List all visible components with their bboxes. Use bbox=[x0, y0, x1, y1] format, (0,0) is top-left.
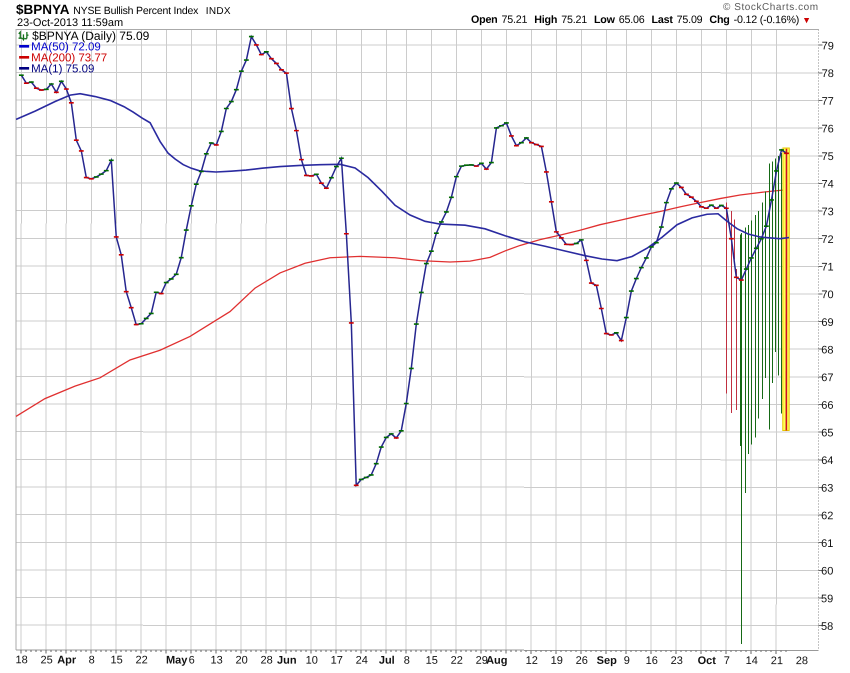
svg-text:71: 71 bbox=[821, 262, 833, 274]
svg-text:21: 21 bbox=[771, 655, 783, 667]
svg-text:74: 74 bbox=[821, 179, 833, 191]
svg-text:25: 25 bbox=[41, 654, 53, 666]
svg-text:23: 23 bbox=[671, 655, 683, 667]
svg-text:Oct: Oct bbox=[698, 655, 717, 667]
svg-text:7: 7 bbox=[724, 655, 730, 667]
svg-text:Jul: Jul bbox=[379, 655, 395, 667]
svg-text:73: 73 bbox=[821, 206, 833, 218]
svg-text:20: 20 bbox=[236, 655, 248, 667]
svg-text:12: 12 bbox=[526, 655, 538, 667]
svg-text:28: 28 bbox=[796, 655, 808, 667]
svg-text:15: 15 bbox=[111, 654, 123, 666]
svg-text:18: 18 bbox=[16, 654, 28, 666]
svg-text:58: 58 bbox=[821, 621, 833, 633]
svg-text:16: 16 bbox=[646, 655, 658, 667]
svg-text:60: 60 bbox=[821, 566, 833, 578]
svg-text:19: 19 bbox=[551, 655, 563, 667]
svg-text:76: 76 bbox=[822, 123, 834, 135]
svg-text:8: 8 bbox=[404, 655, 410, 667]
svg-text:77: 77 bbox=[822, 96, 834, 108]
svg-text:61: 61 bbox=[821, 538, 833, 550]
svg-text:Apr: Apr bbox=[57, 654, 77, 666]
svg-text:8: 8 bbox=[89, 654, 95, 666]
svg-text:May: May bbox=[166, 654, 188, 666]
svg-text:22: 22 bbox=[451, 655, 463, 667]
svg-text:70: 70 bbox=[821, 289, 833, 301]
svg-text:68: 68 bbox=[821, 344, 833, 356]
svg-text:63: 63 bbox=[821, 483, 833, 495]
svg-text:79: 79 bbox=[822, 40, 834, 52]
svg-text:13: 13 bbox=[211, 654, 223, 666]
svg-text:59: 59 bbox=[821, 593, 833, 605]
svg-text:65: 65 bbox=[821, 427, 833, 439]
svg-text:28: 28 bbox=[261, 655, 273, 667]
svg-text:14: 14 bbox=[746, 655, 758, 667]
svg-text:62: 62 bbox=[821, 510, 833, 522]
svg-text:10: 10 bbox=[306, 655, 318, 667]
svg-text:67: 67 bbox=[821, 372, 833, 384]
svg-text:64: 64 bbox=[821, 455, 833, 467]
svg-text:MA(1) 75.09: MA(1) 75.09 bbox=[31, 63, 94, 75]
svg-text:22: 22 bbox=[136, 654, 148, 666]
svg-text:69: 69 bbox=[821, 317, 833, 329]
svg-text:6: 6 bbox=[189, 654, 195, 666]
svg-text:Jun: Jun bbox=[277, 655, 297, 667]
svg-text:78: 78 bbox=[822, 68, 834, 80]
svg-text:75: 75 bbox=[822, 151, 834, 163]
svg-text:26: 26 bbox=[576, 655, 588, 667]
svg-text:15: 15 bbox=[426, 655, 438, 667]
svg-text:72: 72 bbox=[821, 234, 833, 246]
svg-text:66: 66 bbox=[821, 400, 833, 412]
svg-text:24: 24 bbox=[356, 655, 368, 667]
svg-text:17: 17 bbox=[331, 655, 343, 667]
svg-text:Sep: Sep bbox=[597, 655, 617, 667]
svg-text:Aug: Aug bbox=[486, 655, 507, 667]
svg-text:9: 9 bbox=[624, 655, 630, 667]
